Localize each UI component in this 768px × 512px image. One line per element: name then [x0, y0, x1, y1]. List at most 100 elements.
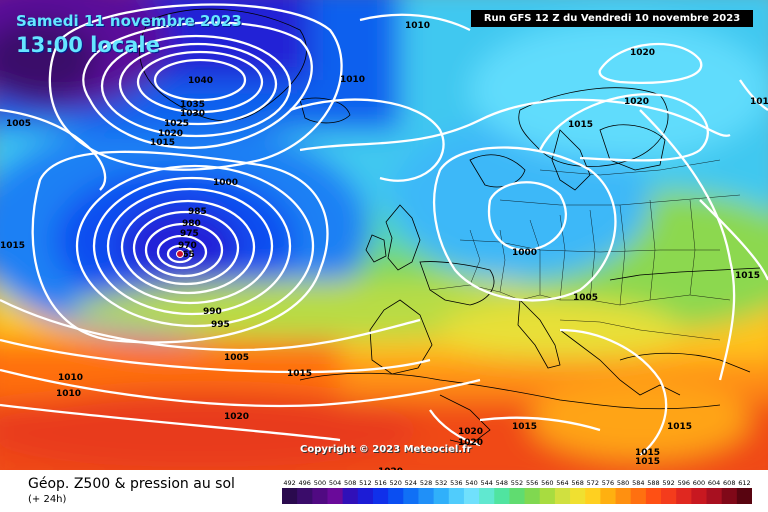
color-scale-tick-label: 528	[420, 479, 432, 487]
color-scale-tick-label: 552	[511, 479, 523, 487]
color-scale-swatch	[676, 488, 692, 504]
isobar-label: 101	[750, 97, 768, 107]
isobar-label: 1005	[224, 353, 249, 363]
isobar-label: 1010	[58, 373, 83, 383]
isobar-label: 1015	[635, 457, 660, 467]
color-scale-swatch	[372, 488, 389, 504]
isobar-label: 1020	[224, 412, 249, 422]
color-scale-swatch	[342, 488, 359, 504]
color-scale-swatch	[645, 488, 662, 504]
color-scale-swatch	[691, 488, 708, 504]
color-scale-tick-label: 512	[359, 479, 371, 487]
isobar-label: 1015	[667, 422, 692, 432]
color-scale-swatch	[721, 488, 738, 504]
coastlines	[139, 8, 761, 446]
color-scale-swatch	[600, 488, 617, 504]
isobar-label: 1020	[378, 467, 403, 470]
color-scale-swatch	[357, 488, 374, 504]
isobar-label: 1015	[0, 241, 25, 251]
color-scale-tick-label: 500	[314, 479, 326, 487]
legend-subtitle: (+ 24h)	[28, 494, 67, 505]
color-scale-tick-label: 584	[632, 479, 644, 487]
isobar-label: 1010	[56, 389, 81, 399]
isobars	[0, 3, 768, 456]
color-scale-tick-label: 580	[617, 479, 629, 487]
isobar-label: 1015	[287, 369, 312, 379]
color-scale-swatch	[327, 488, 344, 504]
low-pressure-center-marker	[176, 250, 184, 258]
color-scale-tick-label: 516	[374, 479, 386, 487]
color-scale-tick-label: 612	[738, 479, 750, 487]
color-scale-tick-label: 524	[405, 479, 417, 487]
color-scale-tick-label: 568	[571, 479, 583, 487]
color-scale-swatch	[433, 488, 450, 504]
weather-map: 1010100510401035103010251020101510101000…	[0, 0, 768, 470]
color-scale-swatch	[282, 488, 298, 504]
color-scale-tick-label: 548	[496, 479, 508, 487]
isobar-label: 965	[176, 250, 195, 260]
color-scale-swatch	[524, 488, 541, 504]
color-scale-tick-label: 596	[678, 479, 690, 487]
color-scale-tick-label: 540	[465, 479, 477, 487]
forecast-time: 13:00 locale	[16, 33, 160, 57]
color-scale-tick-label: 496	[299, 479, 311, 487]
color-scale-tick-label: 536	[450, 479, 462, 487]
color-scale-tick-label: 560	[541, 479, 553, 487]
isobar-label: 1010	[340, 75, 365, 85]
color-scale-tick-label: 520	[389, 479, 401, 487]
color-scale-swatch	[585, 488, 601, 504]
isobar-label: 1020	[630, 48, 655, 58]
color-scale-tick-label: 572	[587, 479, 599, 487]
isobar-label: 1020	[158, 129, 183, 139]
color-scale-tick-label: 532	[435, 479, 447, 487]
model-run-label: Run GFS 12 Z du Vendredi 10 novembre 202…	[471, 10, 753, 27]
isobar-label: 1035	[180, 100, 205, 110]
color-scale-tick-label: 588	[647, 479, 659, 487]
isobar-label: 995	[211, 320, 230, 330]
color-scale-tick-label: 544	[480, 479, 492, 487]
isobar-label: 1020	[624, 97, 649, 107]
isobar-label: 985	[188, 207, 207, 217]
isobar-label: 1015	[568, 120, 593, 130]
color-scale-tick-label: 504	[329, 479, 341, 487]
isobar-label: 1040	[188, 76, 213, 86]
color-scale-swatch	[312, 488, 328, 504]
color-scale-swatch	[403, 488, 419, 504]
isobar-label: 980	[182, 219, 201, 229]
isobar-label: 970	[178, 241, 197, 251]
forecast-date: Samedi 11 novembre 2023	[16, 12, 242, 30]
isobar-label: 1015	[635, 448, 660, 458]
color-scale-swatch	[630, 488, 647, 504]
color-scale-swatch	[554, 488, 571, 504]
color-scale-swatch	[388, 488, 404, 504]
isobar-label: 975	[180, 229, 199, 239]
color-scale-swatch	[494, 488, 510, 504]
legend-bar: Géop. Z500 & pression au sol (+ 24h) 492…	[0, 470, 768, 512]
isobar-label: 1005	[6, 119, 31, 129]
isobar-label: 990	[203, 307, 222, 317]
color-scale-tick-label: 604	[708, 479, 720, 487]
isobar-label: 1015	[512, 422, 537, 432]
copyright-notice: Copyright © 2023 Meteociel.fr	[300, 444, 472, 455]
isobar-label: 1030	[180, 109, 205, 119]
isobar-label: 1025	[164, 119, 189, 129]
color-scale-tick-label: 492	[283, 479, 295, 487]
color-scale-tick-label: 600	[693, 479, 705, 487]
color-scale-swatch	[615, 488, 632, 504]
isobar-label: 1015	[735, 271, 760, 281]
isobar-labels: 1010100510401035103010251020101510101000…	[0, 21, 768, 470]
color-scale-swatch	[479, 488, 495, 504]
country-borders	[429, 159, 741, 341]
isobar-label: 1000	[213, 178, 238, 188]
color-scale-swatch	[736, 488, 752, 504]
color-scale-tick-label: 608	[723, 479, 735, 487]
color-scale-tick-label: 556	[526, 479, 538, 487]
color-scale-swatch	[463, 488, 480, 504]
color-scale-swatch	[661, 488, 677, 504]
isobar-label: 1005	[573, 293, 598, 303]
isobar-label: 1000	[512, 248, 537, 258]
color-scale-tick-label: 592	[662, 479, 674, 487]
color-scale-tick-label: 576	[602, 479, 614, 487]
isobar-label: 1015	[150, 138, 175, 148]
